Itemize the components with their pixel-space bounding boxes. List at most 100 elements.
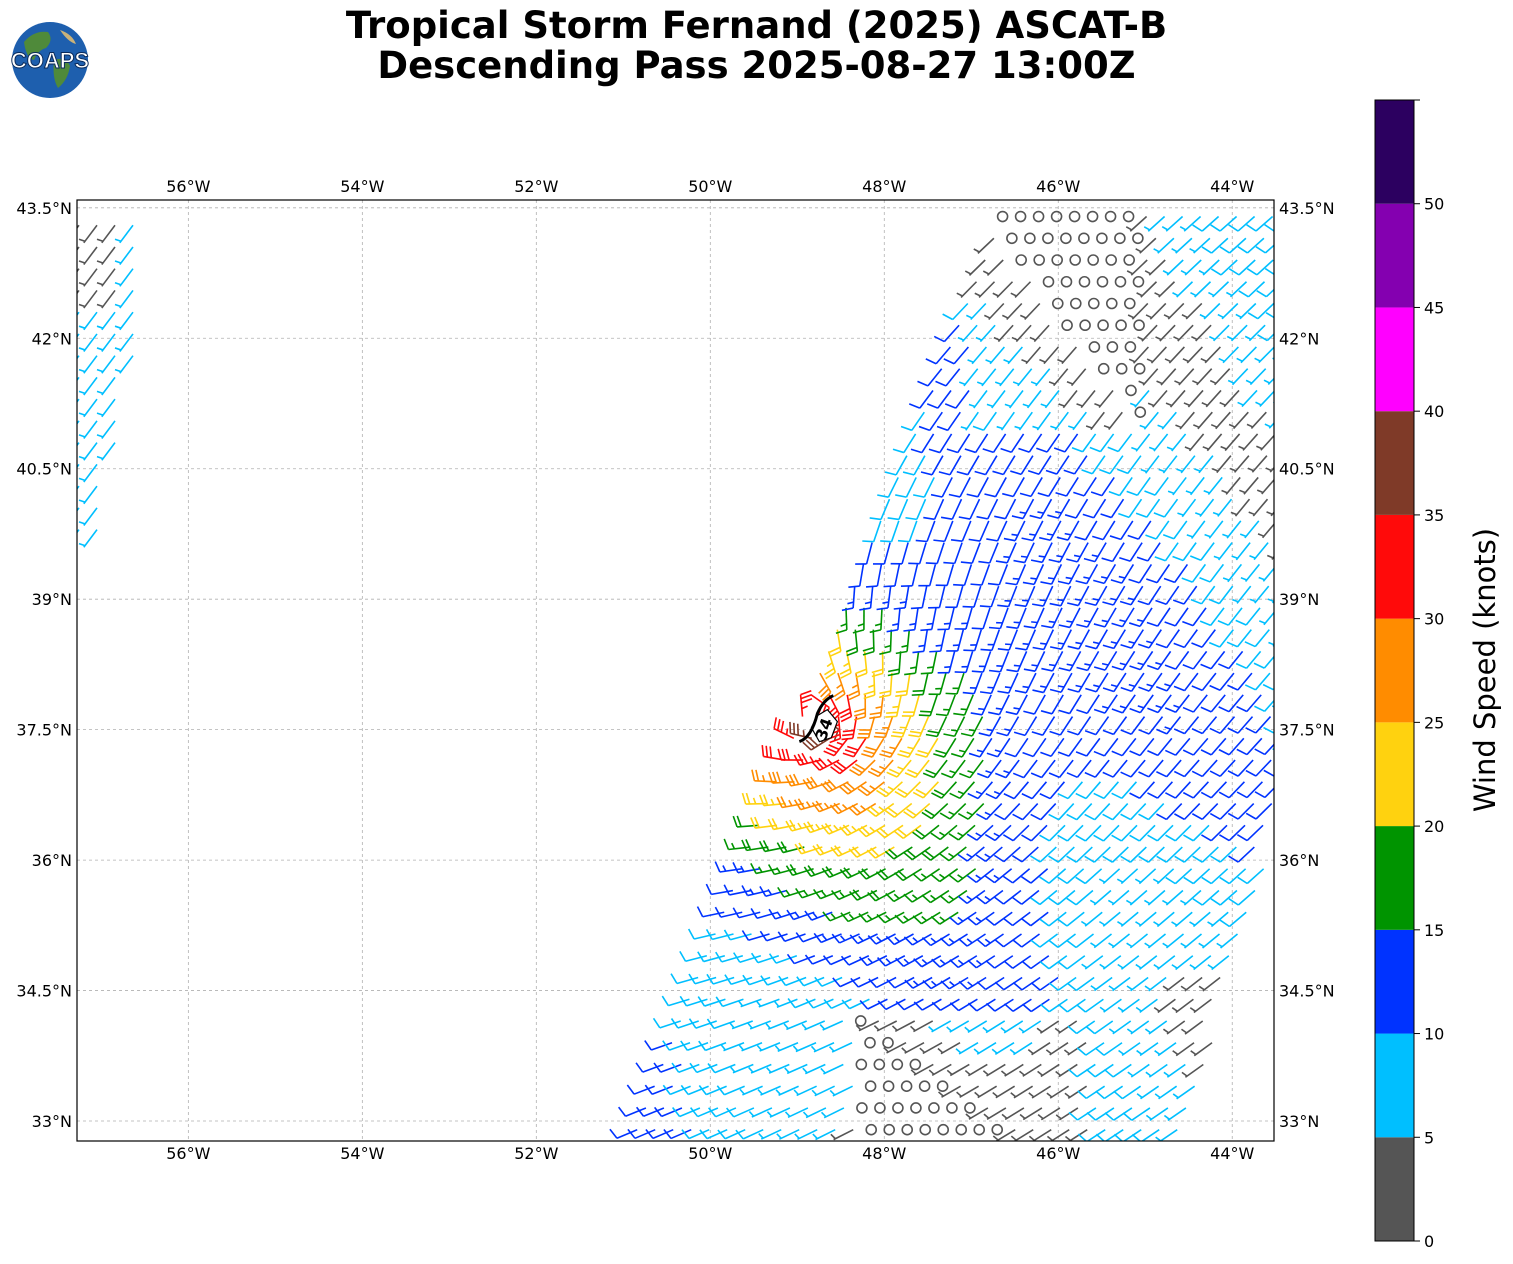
wind-barb [748, 1107, 773, 1118]
wind-barb [938, 455, 962, 476]
wind-barb [1256, 288, 1274, 298]
wind-barb [77, 529, 80, 534]
coaps-logo: COAPS [10, 22, 90, 98]
wind-barb [1012, 933, 1040, 948]
wind-barb [829, 1085, 853, 1097]
wind-barb [1172, 1085, 1196, 1100]
wind-barb [1244, 324, 1266, 342]
wind-barb [864, 1080, 877, 1093]
wind-barb [872, 542, 891, 565]
wind-barb [1227, 802, 1255, 820]
wind-barb [956, 455, 980, 476]
wind-barb [931, 781, 958, 799]
wind-barb [876, 955, 906, 967]
wind-barb [948, 824, 976, 841]
wind-barb [644, 1040, 673, 1051]
wind-barb [1156, 759, 1182, 778]
wind-barb [738, 998, 762, 1008]
wind-barb [766, 1107, 791, 1118]
wind-barb [882, 1036, 894, 1049]
wind-barb [1057, 911, 1085, 927]
wind-barb [1055, 477, 1079, 497]
wind-barb [987, 564, 1009, 586]
wind-barb [855, 1058, 868, 1071]
wind-barb [983, 1107, 1007, 1120]
wind-barb [1190, 1042, 1213, 1057]
wind-barb [1021, 520, 1044, 542]
wind-barb [1069, 254, 1081, 266]
wind-barb [863, 673, 876, 700]
wind-barb [617, 1106, 647, 1117]
lat-tick-label: 37.5°N [16, 721, 72, 740]
wind-barb [1099, 455, 1124, 475]
wind-barb [1119, 585, 1144, 606]
wind-barb [936, 1080, 949, 1093]
wind-barb [820, 1107, 845, 1119]
wind-barb [1191, 759, 1218, 778]
wind-barb [971, 607, 991, 630]
wind-barb [680, 1040, 709, 1051]
wind-barb [857, 868, 886, 880]
wind-barb [1190, 542, 1215, 561]
wind-barb [1154, 542, 1179, 562]
wind-barb [901, 1123, 914, 1136]
wind-barb [918, 1080, 931, 1093]
wind-barb [1061, 319, 1073, 332]
wind-barb [928, 672, 947, 696]
wind-barb [1045, 455, 1070, 475]
wind-barb [1172, 281, 1194, 298]
wind-barb [1006, 607, 1027, 630]
wind-barb [1129, 781, 1156, 799]
wind-barb [1097, 319, 1109, 332]
wind-barb [1155, 1129, 1178, 1141]
wind-barb [1138, 629, 1162, 649]
wind-barb [1067, 1020, 1096, 1035]
wind-barb [1066, 933, 1095, 949]
wind-barb [1014, 411, 1033, 431]
wind-barb [1284, 499, 1303, 515]
wind-barb [1219, 389, 1240, 408]
wind-barb [1040, 564, 1063, 585]
wind-barb [861, 737, 885, 758]
wind-barb [1208, 629, 1234, 648]
wind-barb [1011, 324, 1032, 343]
colorbar-bin [1375, 411, 1414, 515]
wind-barb [892, 1102, 904, 1114]
wind-barb [988, 607, 1009, 630]
wind-barb [993, 889, 1022, 905]
wind-barb [1087, 254, 1099, 266]
wind-barb [1004, 389, 1024, 409]
wind-barb [960, 542, 981, 564]
wind-barb [1012, 759, 1038, 779]
wind-barb [1173, 629, 1198, 649]
wind-barb [1126, 976, 1149, 992]
wind-barb [750, 908, 779, 919]
wind-barb [705, 929, 734, 941]
wind-barb [1071, 433, 1097, 453]
wind-barb [1127, 302, 1149, 320]
wind-barb [1075, 868, 1103, 885]
wind-barb [1200, 650, 1226, 670]
wind-barb [1022, 737, 1047, 758]
wind-barb [785, 819, 814, 832]
wind-barb [1118, 1042, 1141, 1057]
wind-barb [732, 907, 761, 919]
wind-barb [1263, 726, 1274, 734]
wind-barb [1032, 210, 1045, 223]
wind-barb [1037, 477, 1061, 497]
wind-barb [922, 976, 951, 990]
wind-barb [946, 1102, 958, 1114]
wind-barb [957, 846, 985, 862]
wind-barb [765, 1020, 790, 1030]
wind-barb [864, 1036, 876, 1049]
wind-barb [1264, 422, 1274, 429]
wind-barb [1272, 357, 1274, 360]
wind-barb [679, 995, 708, 1007]
wind-barb [1080, 911, 1103, 927]
wind-barb [909, 1058, 922, 1071]
wind-barb [886, 607, 901, 633]
wind-barb [766, 1063, 790, 1074]
wind-barb [1210, 259, 1238, 276]
wind-barb [1192, 889, 1220, 906]
colorbar-bin [1375, 1033, 1414, 1138]
